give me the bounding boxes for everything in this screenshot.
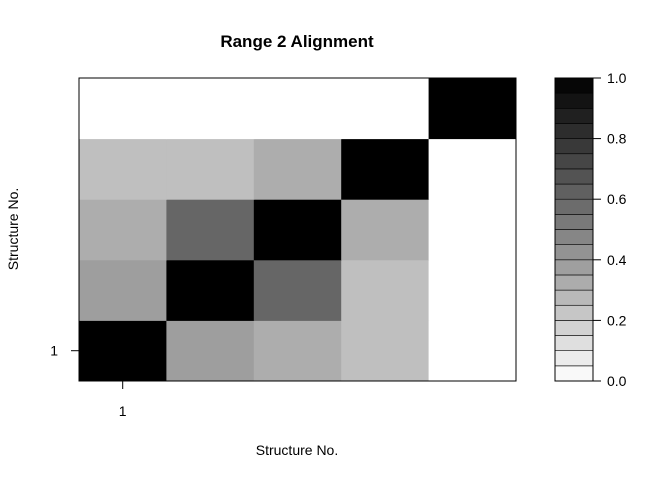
colorbar-step <box>554 244 594 261</box>
heatmap-cell-5-2 <box>166 78 255 140</box>
heatmap-cell-3-5 <box>428 199 517 261</box>
heatmap-cell-4-2 <box>166 138 255 200</box>
heatmap-cell-1-2 <box>166 320 255 382</box>
colorbar-frame <box>554 77 594 382</box>
colorbar-tick-label: 0.6 <box>607 191 627 207</box>
colorbar-step <box>554 289 594 306</box>
x-axis-label: Structure No. <box>256 442 338 458</box>
colorbar-step <box>554 92 594 109</box>
heatmap-cell-5-3 <box>253 78 342 140</box>
colorbar-step <box>554 320 594 336</box>
heatmap-cell-1-3 <box>253 320 342 382</box>
colorbar-tick-label: 0.2 <box>607 312 627 328</box>
x-axis-ticks: 1 <box>119 381 127 419</box>
x-tick-label: 1 <box>119 403 127 419</box>
heatmap-cell-2-4 <box>341 259 430 321</box>
colorbar-step <box>554 229 594 245</box>
heatmap-cell-3-1 <box>79 199 167 261</box>
heatmap-cell-4-1 <box>79 138 167 200</box>
heatmap-cell-1-4 <box>341 320 430 382</box>
colorbar <box>554 77 594 382</box>
colorbar-step <box>554 350 594 367</box>
colorbar-step <box>554 335 594 351</box>
colorbar-tick-label: 0.4 <box>607 252 627 268</box>
colorbar-step <box>554 198 594 215</box>
heatmap-cell-2-1 <box>79 259 167 321</box>
heatmap-cell-1-5 <box>428 320 517 382</box>
heatmap-cell-5-1 <box>79 78 167 140</box>
heatmap-cell-3-4 <box>341 199 430 261</box>
colorbar-step <box>554 259 594 276</box>
colorbar-ticks: 0.0 0.2 0.4 0.6 0.8 1.0 <box>593 70 627 389</box>
heatmap-cell-2-5 <box>428 259 517 321</box>
colorbar-step <box>554 274 594 291</box>
colorbar-step <box>554 304 594 321</box>
colorbar-step <box>554 183 594 200</box>
colorbar-step <box>554 365 594 382</box>
heatmap-cell-3-2 <box>166 199 255 261</box>
colorbar-step <box>554 214 594 230</box>
chart-title: Range 2 Alignment <box>220 32 374 51</box>
y-tick-label: 1 <box>50 343 58 359</box>
plot-frame <box>78 77 517 382</box>
colorbar-tick-label: 1.0 <box>607 70 627 86</box>
colorbar-step <box>554 168 594 185</box>
heatmap-cells <box>79 78 517 382</box>
heatmap-cell-5-4 <box>341 78 430 140</box>
colorbar-step <box>554 108 594 124</box>
colorbar-step <box>554 123 594 139</box>
heatmap-cell-2-3 <box>253 259 342 321</box>
colorbar-tick-label: 0.8 <box>607 131 627 147</box>
colorbar-step <box>554 153 594 170</box>
y-axis-ticks: 1 <box>50 343 79 359</box>
heatmap-cell-1-1 <box>79 320 167 382</box>
colorbar-step <box>554 77 594 94</box>
heatmap-cell-4-4 <box>341 138 430 200</box>
colorbar-tick-label: 0.0 <box>607 373 627 389</box>
colorbar-step <box>554 138 594 155</box>
heatmap-cell-3-3 <box>253 199 342 261</box>
heatmap-cell-4-3 <box>253 138 342 200</box>
heatmap-cell-2-2 <box>166 259 255 321</box>
heatmap-cell-4-5 <box>428 138 517 200</box>
y-axis-label: Structure No. <box>5 188 21 270</box>
heatmap-cell-5-5 <box>428 78 517 140</box>
